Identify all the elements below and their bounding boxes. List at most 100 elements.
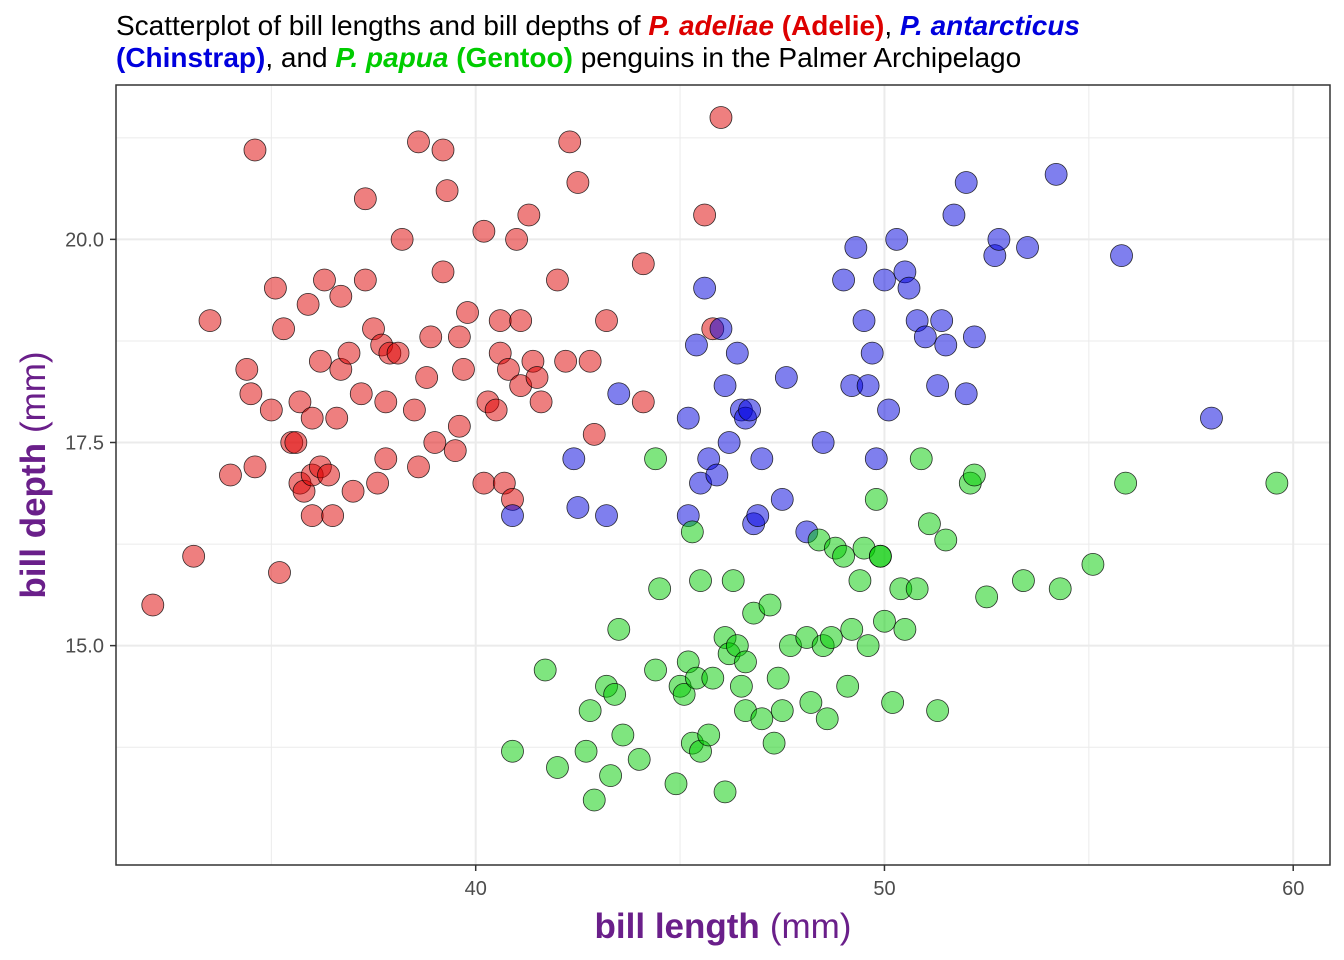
data-point: [836, 674, 860, 698]
data-point: [693, 203, 717, 227]
data-point: [774, 366, 798, 389]
data-point: [1081, 552, 1105, 576]
data-point: [374, 447, 398, 471]
data-point: [852, 309, 876, 333]
data-point: [337, 341, 361, 365]
y-tick-label: 15.0: [65, 636, 104, 658]
data-point: [456, 301, 479, 324]
data-point: [819, 626, 843, 649]
chart-title: Scatterplot of bill lengths and bill dep…: [116, 10, 1331, 74]
data-point: [566, 496, 590, 519]
data-point: [909, 447, 933, 471]
data-point: [325, 406, 349, 430]
data-point: [300, 406, 324, 430]
data-point: [832, 544, 855, 568]
data-point: [1200, 406, 1223, 430]
data-point: [517, 203, 541, 227]
data-point: [497, 357, 520, 381]
data-point: [689, 569, 712, 593]
data-point: [1114, 471, 1138, 495]
data-point: [546, 268, 569, 292]
data-point: [766, 666, 790, 690]
data-point: [762, 731, 786, 755]
title-chinstrap-species: P. antarcticus: [899, 10, 1080, 41]
data-point: [353, 187, 377, 211]
data-point: [975, 585, 999, 609]
y-axis-title: bill depth (mm): [14, 351, 53, 598]
data-point: [934, 333, 958, 357]
data-point: [235, 357, 259, 381]
data-point: [832, 268, 855, 292]
data-point: [582, 422, 606, 446]
data-point: [717, 431, 741, 454]
data-point: [856, 374, 880, 398]
data-point: [595, 309, 618, 333]
data-point: [313, 268, 336, 292]
data-point: [374, 390, 398, 414]
data-point: [366, 471, 390, 495]
data-point: [873, 609, 896, 633]
x-axis-title-main: bill length: [595, 907, 760, 946]
data-point: [1110, 244, 1133, 268]
data-point: [488, 309, 512, 333]
data-point: [390, 227, 414, 251]
x-axis-title: bill length (mm): [595, 907, 852, 946]
data-point: [288, 390, 312, 414]
data-point: [353, 268, 377, 292]
data-point: [578, 349, 602, 373]
data-point: [844, 236, 868, 259]
data-point: [648, 577, 672, 601]
data-point: [709, 106, 733, 129]
data-point: [680, 520, 704, 544]
data-point: [840, 617, 864, 641]
data-point: [713, 780, 737, 804]
title-gentoo-species: P. papua: [335, 42, 449, 73]
data-point: [709, 317, 733, 341]
data-point: [533, 658, 557, 682]
data-point: [705, 463, 729, 487]
data-point: [930, 309, 954, 333]
data-point: [987, 227, 1011, 251]
data-point: [962, 325, 986, 349]
title-sep2: , and: [265, 42, 328, 73]
data-point: [893, 617, 917, 641]
data-point: [926, 699, 949, 723]
x-tick-label: 60: [1282, 878, 1304, 900]
data-point: [415, 366, 439, 389]
data-point: [599, 764, 622, 788]
data-point: [954, 382, 978, 406]
data-point: [758, 593, 782, 617]
data-point: [402, 398, 426, 422]
data-point: [644, 658, 667, 682]
data-point: [954, 171, 978, 194]
title-suffix: penguins in the Palmer Archipelago: [580, 42, 1022, 73]
data-point: [942, 203, 966, 227]
data-point: [472, 219, 496, 243]
title-adelie-name: (Adelie): [781, 10, 885, 41]
data-point: [934, 528, 958, 552]
data-point: [856, 634, 880, 658]
data-point: [300, 504, 324, 528]
data-point: [881, 691, 905, 714]
data-point: [447, 414, 471, 438]
data-point: [574, 739, 598, 763]
data-point: [868, 544, 892, 568]
data-point: [141, 593, 165, 617]
data-point: [873, 268, 896, 292]
data-point: [725, 341, 749, 365]
data-point: [296, 292, 320, 316]
data-point: [770, 487, 794, 511]
data-point: [799, 691, 823, 714]
data-point: [529, 390, 553, 414]
data-point: [264, 276, 287, 300]
y-axis-title-main: bill depth: [14, 443, 53, 599]
data-point: [562, 447, 586, 471]
data-point: [848, 569, 872, 593]
data-point: [558, 130, 582, 154]
title-adelie-species: P. adeliae: [648, 10, 774, 41]
data-point: [578, 699, 602, 723]
data-point: [484, 398, 508, 422]
data-point: [672, 682, 696, 706]
data-point: [219, 463, 242, 487]
data-point: [431, 138, 455, 162]
